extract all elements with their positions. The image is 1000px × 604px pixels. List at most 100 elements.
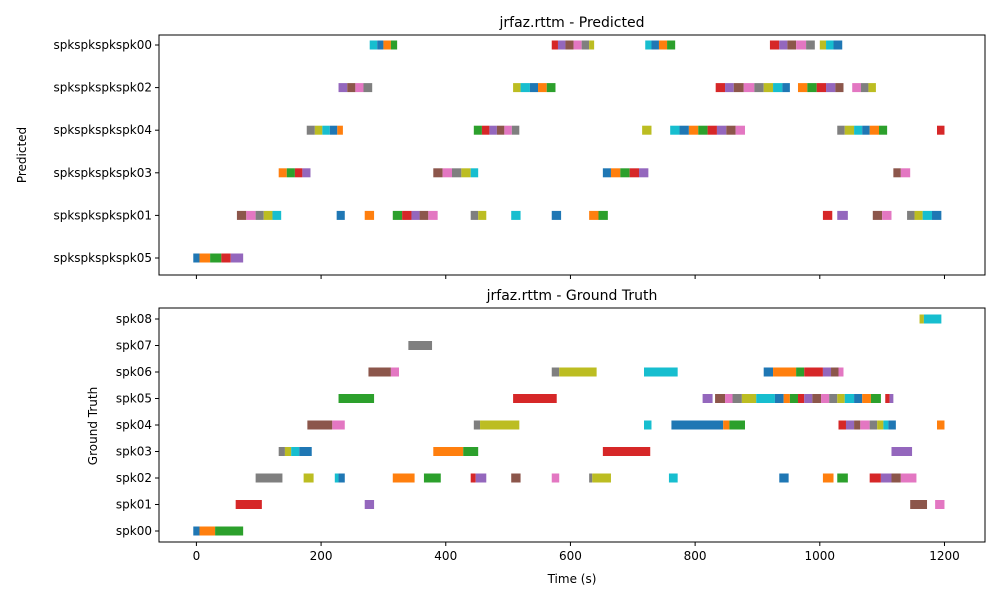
segment-bar	[869, 125, 880, 135]
segment-bar	[796, 367, 805, 377]
segment-bar	[210, 253, 222, 263]
segment-bar	[671, 420, 724, 430]
segment-bar	[481, 125, 490, 135]
segment-bar	[332, 420, 345, 430]
segment-bar	[383, 40, 391, 50]
segment-bar	[322, 125, 330, 135]
y-tick-label: spkspkspkspk02	[53, 81, 152, 95]
segment-bar	[715, 83, 726, 93]
segment-bar	[891, 447, 913, 456]
segment-bar	[900, 473, 917, 483]
segment-bar	[779, 473, 789, 483]
segment-bar	[869, 473, 881, 483]
segment-bar	[845, 420, 855, 430]
segment-bar	[336, 210, 345, 220]
segment-bar	[236, 210, 247, 220]
segment-bar	[797, 83, 808, 93]
segment-bar	[513, 394, 557, 403]
segment-bar	[838, 420, 846, 430]
segment-bar	[402, 210, 412, 220]
y-tick-label: spk05	[116, 392, 152, 406]
segment-bar	[852, 83, 861, 93]
x-axis-label: Time (s)	[547, 572, 597, 586]
segment-bar	[763, 367, 774, 377]
y-tick-label: spkspkspkspk04	[53, 123, 152, 137]
segment-bar	[783, 394, 790, 403]
segment-bar	[831, 367, 839, 377]
segment-bar	[910, 500, 928, 509]
segment-bar	[329, 125, 338, 135]
segment-bar	[658, 40, 668, 50]
segment-bar	[816, 83, 827, 93]
segment-bar	[715, 394, 726, 403]
segment-bar	[725, 394, 733, 403]
segment-bar	[284, 447, 292, 456]
y-axis-label: Predicted	[15, 127, 29, 183]
segment-bar	[932, 210, 942, 220]
x-tick-label: 1000	[805, 549, 836, 563]
segment-bar	[733, 83, 744, 93]
segment-bar	[565, 40, 574, 50]
segment-bar	[504, 125, 512, 135]
segment-bar	[741, 394, 757, 403]
segment-bar	[914, 210, 923, 220]
segment-bar	[392, 210, 403, 220]
segment-bar	[355, 83, 364, 93]
segment-bar	[589, 210, 599, 220]
segment-bar	[520, 83, 530, 93]
y-tick-label: spk04	[116, 418, 152, 432]
segment-bar	[804, 394, 813, 403]
segment-bar	[819, 40, 827, 50]
segment-bar	[782, 83, 790, 93]
segment-bar	[551, 367, 560, 377]
segment-bar	[551, 210, 562, 220]
segment-bar	[806, 40, 815, 50]
x-tick-label: 600	[559, 549, 582, 563]
segment-bar	[837, 125, 845, 135]
segment-bar	[255, 473, 283, 483]
segment-bar	[221, 253, 231, 263]
segment-bar	[602, 447, 651, 456]
segment-bar	[470, 168, 479, 178]
segment-bar	[255, 210, 264, 220]
segment-bar	[230, 253, 244, 263]
segment-bar	[854, 420, 861, 430]
segment-bar	[862, 394, 871, 403]
segment-bar	[822, 210, 833, 220]
segment-bar	[235, 500, 262, 509]
segment-bar	[807, 83, 817, 93]
y-tick-label: spk01	[116, 498, 152, 512]
segment-bar	[291, 447, 300, 456]
segment-bar	[538, 83, 547, 93]
segment-bar	[880, 473, 892, 483]
segment-bar	[363, 83, 373, 93]
y-tick-label: spk06	[116, 365, 152, 379]
segment-bar	[688, 125, 699, 135]
segment-bar	[278, 168, 287, 178]
segment-bar	[337, 125, 343, 135]
segment-bar	[869, 420, 878, 430]
plot-frame	[158, 34, 986, 276]
segment-bar	[193, 253, 200, 263]
segment-bar	[879, 125, 888, 135]
segment-bar	[478, 210, 487, 220]
segment-bar	[496, 125, 505, 135]
segment-bar	[557, 40, 566, 50]
segment-bar	[463, 447, 479, 456]
segment-bar	[860, 83, 869, 93]
segment-bar	[922, 210, 933, 220]
segment-bar	[774, 394, 784, 403]
y-tick-label: spk08	[116, 312, 152, 326]
segment-bars	[193, 314, 945, 536]
segment-bar	[883, 420, 889, 430]
segment-bar	[423, 473, 441, 483]
segment-bar	[837, 473, 848, 483]
segment-bar	[936, 420, 945, 430]
chart-title: jrfaz.rttm - Ground Truth	[486, 288, 658, 304]
y-tick-label: spkspkspkspk03	[53, 166, 152, 180]
segment-bar	[835, 83, 844, 93]
segment-bar	[475, 473, 487, 483]
segment-bar	[551, 473, 560, 483]
segment-bar	[888, 420, 896, 430]
segment-bar	[797, 394, 805, 403]
